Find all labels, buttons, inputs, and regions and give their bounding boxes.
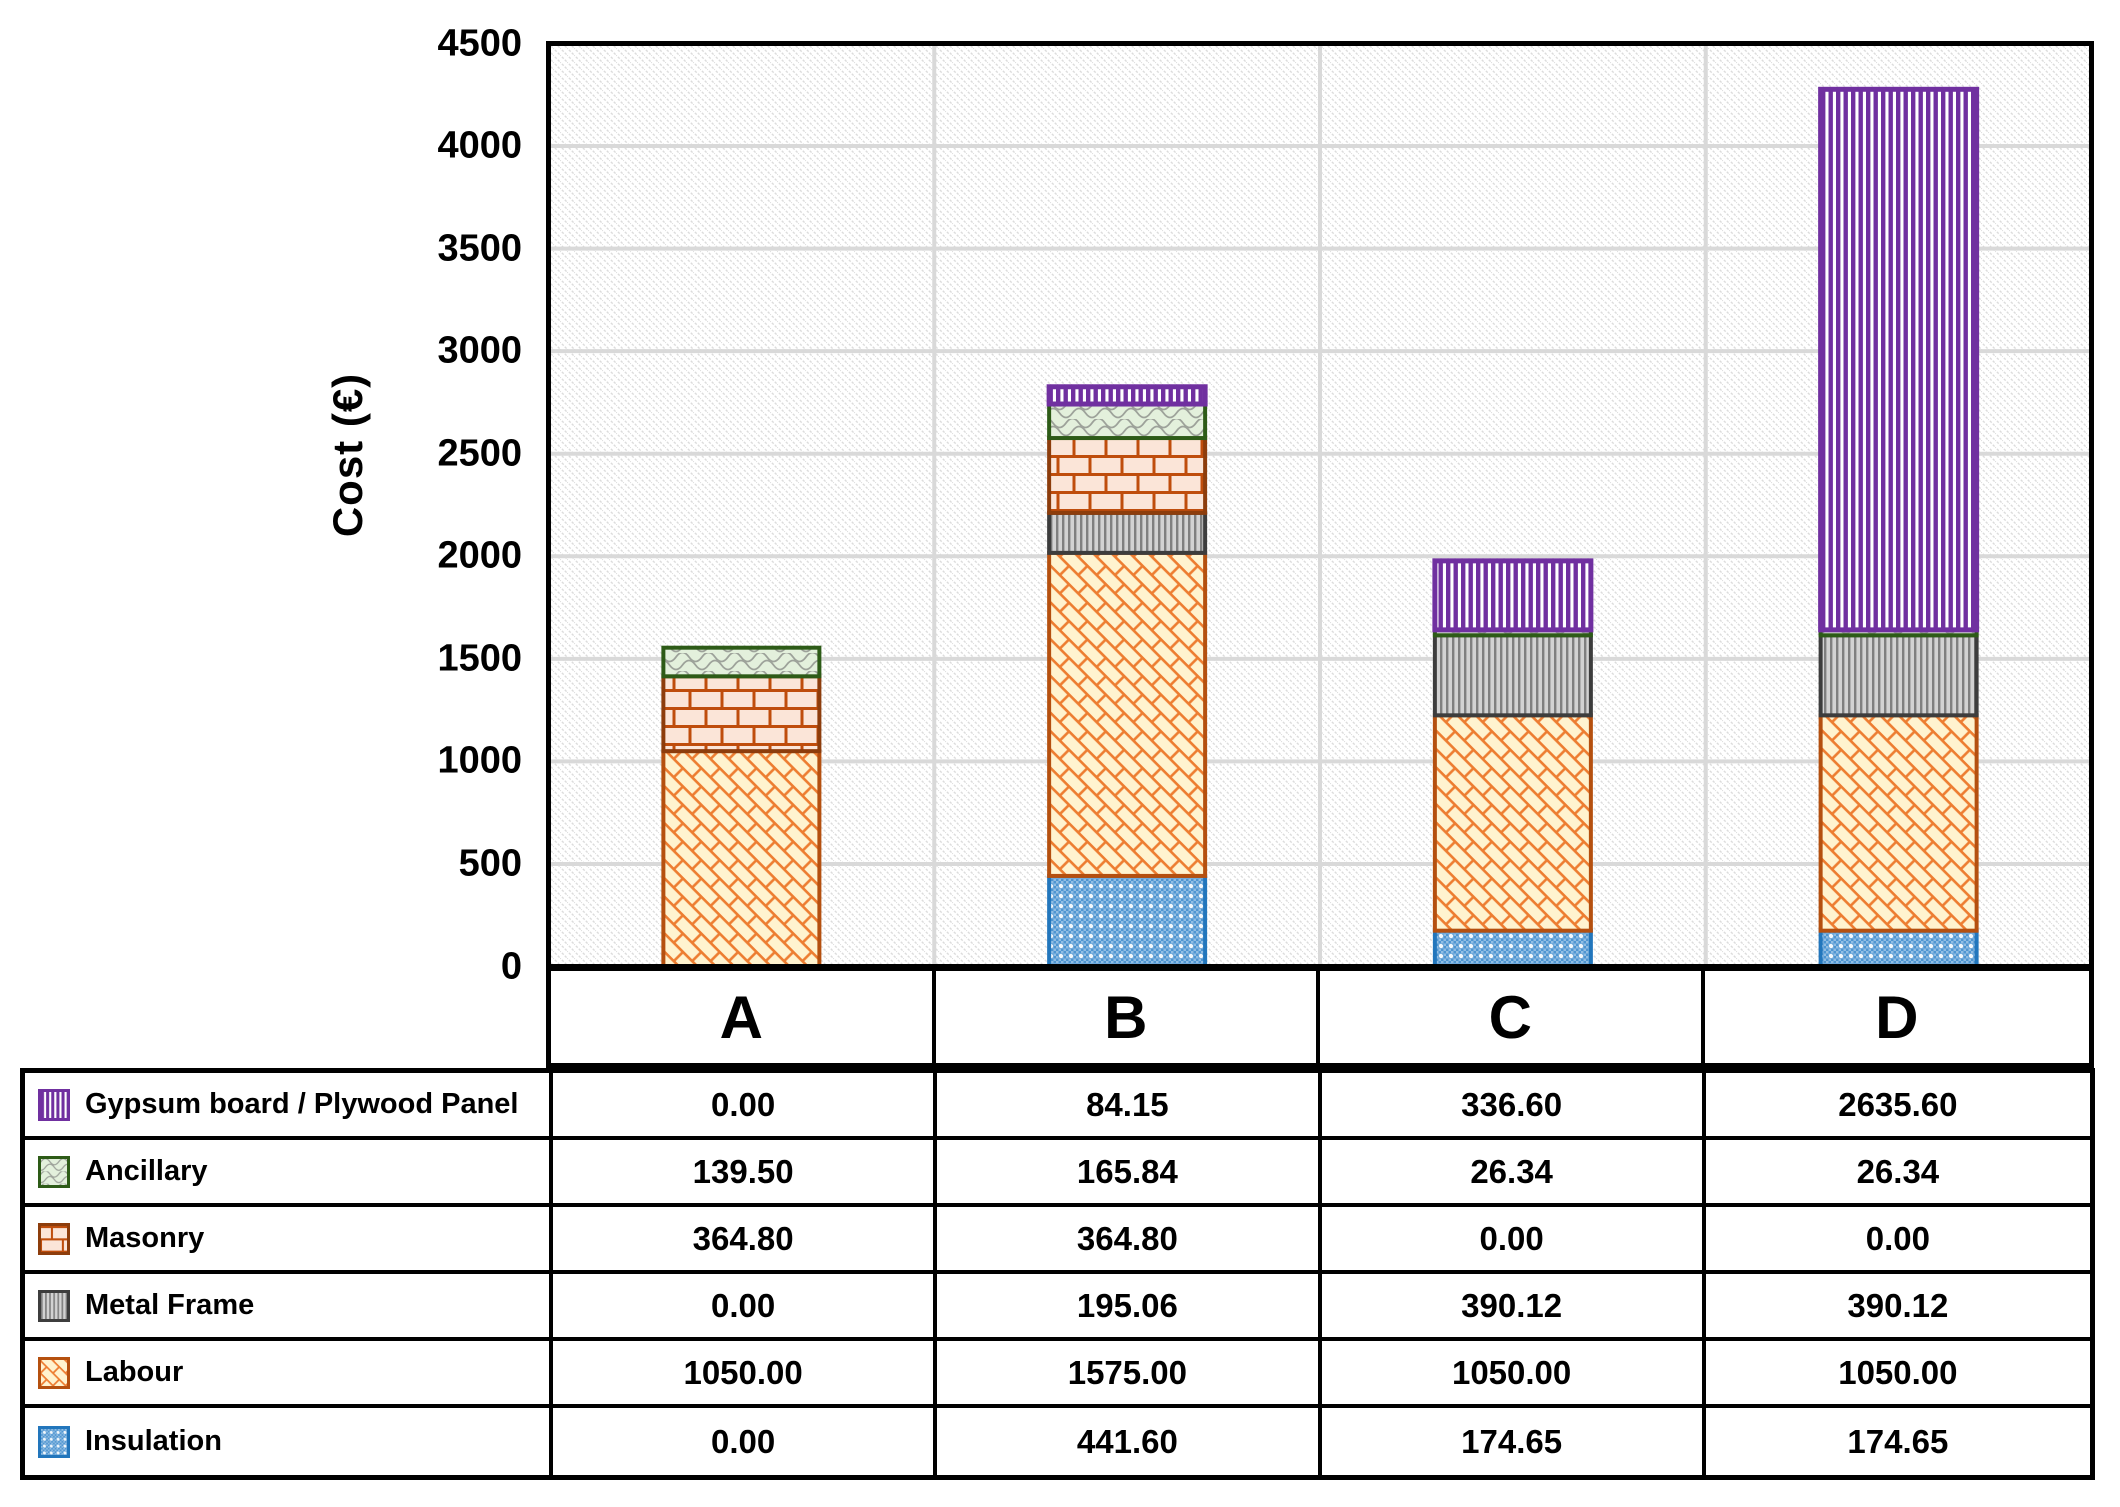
bar-segment-masonry-A (661, 674, 822, 754)
bar-segment-insulation-B (1047, 873, 1208, 969)
legend-cell-gypsum: Gypsum board / Plywood Panel (25, 1073, 553, 1140)
y-tick-label-0: 0 (500, 945, 522, 987)
y-tick-label-3500: 3500 (437, 227, 522, 270)
plot-area (546, 41, 2094, 969)
value-cell-metal-D: 390.12 (1705, 1274, 2090, 1341)
y-tick-label-4000: 4000 (437, 124, 522, 167)
legend-label: Metal Frame (85, 1289, 255, 1321)
value-cell-labour-A: 1050.00 (553, 1341, 938, 1408)
legend-label: Labour (85, 1356, 184, 1388)
legend-swatch-gypsum-icon (38, 1088, 70, 1121)
legend-swatch-insulation-icon (38, 1425, 70, 1458)
category-header-C: C (1320, 971, 1705, 1063)
value-cell-masonry-D: 0.00 (1705, 1207, 2090, 1274)
value-cell-insulation-B: 441.60 (937, 1408, 1322, 1475)
legend-label: Masonry (85, 1222, 205, 1254)
value-cell-metal-B: 195.06 (937, 1274, 1322, 1341)
legend-cell-labour: Labour (25, 1341, 553, 1408)
bar-segment-ancillary-B (1047, 402, 1208, 441)
value-cell-metal-C: 390.12 (1321, 1274, 1706, 1341)
bar-segment-gypsum-C (1432, 558, 1594, 633)
value-cell-masonry-C: 0.00 (1321, 1207, 1706, 1274)
legend-cell-insulation: Insulation (25, 1408, 553, 1475)
legend-swatch-masonry-icon (38, 1222, 70, 1255)
bar-segment-labour-D (1818, 713, 1979, 933)
legend-label: Insulation (85, 1425, 222, 1457)
y-tick-label-2500: 2500 (437, 432, 522, 475)
category-header-B: B (936, 971, 1320, 1063)
y-tick-label-1000: 1000 (437, 739, 522, 782)
y-tick-label-1500: 1500 (437, 637, 522, 680)
value-cell-insulation-D: 174.65 (1847, 1422, 1949, 1460)
bar-segment-gypsum-D (1818, 86, 1980, 633)
y-tick-label-3000: 3000 (437, 329, 522, 372)
value-cell-ancillary-D: 26.34 (1705, 1140, 2090, 1207)
legend-swatch-metal-icon (38, 1289, 70, 1322)
y-tick-label-500: 500 (458, 842, 522, 885)
bar-segment-ancillary-A (661, 645, 822, 679)
category-header-A: A (551, 971, 936, 1063)
value-cell-gypsum-B: 84.15 (937, 1073, 1322, 1140)
bar-segment-insulation-D (1818, 928, 1979, 969)
legend-swatch-labour-icon (38, 1356, 70, 1389)
legend-swatch-ancillary-icon (38, 1155, 70, 1188)
bar-segment-masonry-B (1047, 436, 1208, 515)
y-axis-tick-labels: 0 500 1000 1500 2000 2500 3000 3500 4000 4500 (0, 22, 522, 987)
value-cell-ancillary-C: 26.34 (1321, 1140, 1706, 1207)
value-cell-labour-B: 1575.00 (937, 1341, 1322, 1408)
value-cell-gypsum-C: 336.60 (1321, 1073, 1706, 1140)
legend-cell-metal: Metal Frame (25, 1274, 553, 1341)
bar-segment-metal-B (1047, 510, 1208, 555)
legend-label: Ancillary (85, 1155, 208, 1187)
value-cell-insulation-C: 174.65 (1322, 1408, 1706, 1475)
legend-cell-ancillary: Ancillary (25, 1140, 553, 1207)
bar-segment-insulation-C (1432, 928, 1593, 969)
y-tick-label-2000: 2000 (437, 534, 522, 577)
value-cell-ancillary-A: 139.50 (553, 1140, 938, 1207)
legend-label: Gypsum board / Plywood Panel (85, 1088, 519, 1120)
bar-segment-labour-C (1432, 713, 1593, 933)
value-cell-masonry-B: 364.80 (937, 1207, 1322, 1274)
bar-segment-gypsum-B (1046, 384, 1208, 407)
value-cell-masonry-A: 364.80 (553, 1207, 938, 1274)
bar-segment-labour-A (661, 749, 822, 969)
category-header-D: D (1875, 983, 1919, 1051)
y-tick-label-4500: 4500 (437, 22, 522, 64)
value-cell-labour-D: 1050.00 (1705, 1341, 2090, 1408)
value-cell-labour-C: 1050.00 (1321, 1341, 1706, 1408)
value-cell-insulation-A: 0.00 (553, 1408, 938, 1475)
bar-segment-labour-B (1047, 550, 1208, 878)
bar-segment-metal-C (1432, 633, 1593, 718)
value-cell-gypsum-D: 2635.60 (1705, 1073, 2090, 1140)
value-cell-gypsum-A: 0.00 (553, 1073, 938, 1140)
legend-data-table: Gypsum board / Plywood Panel 0.00 84.15 336… (20, 1068, 2095, 1480)
value-cell-ancillary-B: 165.84 (937, 1140, 1322, 1207)
bar-segment-metal-D (1818, 633, 1979, 718)
legend-cell-masonry: Masonry (25, 1207, 553, 1274)
value-cell-metal-A: 0.00 (553, 1274, 938, 1341)
